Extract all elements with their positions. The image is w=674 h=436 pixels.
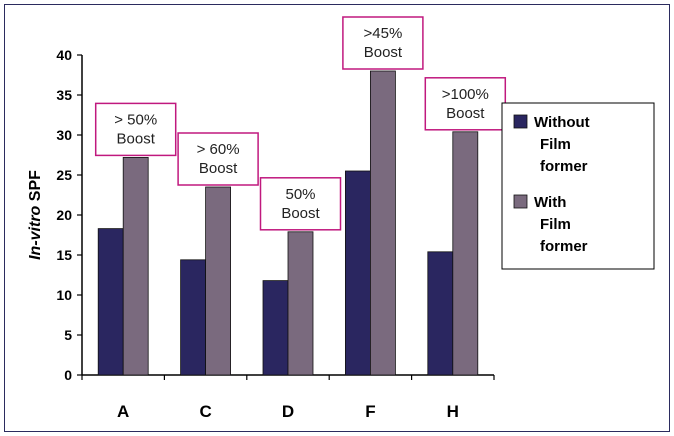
annotation-box: [342, 16, 424, 70]
axes: 0 5 10 15 20 25 30 35 40 A C D F H: [56, 47, 495, 421]
annotation-text: >45%: [364, 25, 403, 42]
annotation-box: [177, 132, 259, 186]
x-tick-label: H: [447, 402, 459, 421]
y-tick-label: 10: [56, 287, 72, 303]
bars: [97, 70, 479, 376]
legend-label: Film: [540, 216, 571, 233]
annotation-F: >45% Boost: [342, 16, 424, 70]
y-axis-label: In-vitro SPF: [27, 170, 44, 260]
legend: Without Film former With Film former: [501, 102, 655, 270]
annotation-text: Boost: [281, 205, 320, 222]
y-tick-label: 40: [56, 47, 72, 63]
x-tick-label: F: [365, 402, 375, 421]
y-tick-label: 30: [56, 127, 72, 143]
bar-without-D: [262, 280, 289, 376]
y-tick-label: 35: [56, 87, 72, 103]
legend-label: With: [534, 194, 566, 211]
legend-label: former: [540, 158, 588, 175]
legend-label: Film: [540, 136, 571, 153]
annotation-H: >100% Boost: [424, 77, 507, 131]
bar-with-F: [369, 70, 396, 376]
y-tick-label: 25: [56, 167, 72, 183]
bar-without-F: [344, 170, 371, 376]
y-tick-label: 20: [56, 207, 72, 223]
chart-frame: [4, 4, 670, 432]
x-tick-label: D: [282, 402, 294, 421]
annotation-text: >100%: [442, 86, 489, 103]
legend-swatch-without: [513, 114, 528, 129]
annotation-text: > 60%: [197, 141, 240, 158]
annotation-D: 50% Boost: [259, 177, 342, 231]
annotation-text: Boost: [199, 160, 238, 177]
legend-swatch-with: [513, 194, 528, 209]
bar-with-D: [287, 231, 314, 376]
annotation-C: > 60% Boost: [177, 132, 259, 186]
bar-without-A: [97, 228, 124, 376]
bar-with-H: [452, 131, 479, 376]
annotation-text: Boost: [446, 105, 485, 122]
annotation-text: Boost: [364, 44, 403, 61]
annotation-text: > 50%: [114, 111, 157, 128]
annotation-text: Boost: [117, 130, 156, 147]
x-tick-label: A: [117, 402, 129, 421]
y-tick-label: 5: [64, 327, 72, 343]
annotation-box: [424, 77, 507, 131]
x-tick-label: C: [199, 402, 211, 421]
bar-without-H: [427, 251, 454, 376]
bar-with-C: [205, 186, 232, 376]
bar-without-C: [180, 259, 207, 376]
bar-with-A: [122, 156, 149, 376]
annotation-box: [259, 177, 342, 231]
annotation-text: 50%: [285, 186, 315, 203]
legend-label: Without: [534, 114, 590, 131]
annotations: > 50%Boost> 60%Boost50%Boost>45%Boost>10…: [94, 16, 507, 231]
y-tick-label: 15: [56, 247, 72, 263]
legend-label: former: [540, 238, 588, 255]
legend-box: [501, 102, 655, 270]
annotation-A: > 50% Boost: [94, 102, 177, 157]
y-tick-label: 0: [64, 367, 72, 383]
annotation-box: [94, 102, 177, 157]
